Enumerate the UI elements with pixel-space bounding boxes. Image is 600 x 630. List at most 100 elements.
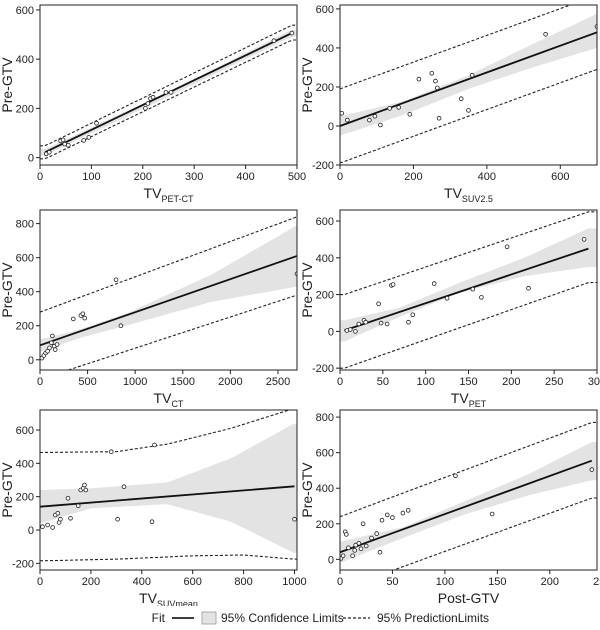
data-point	[81, 138, 86, 143]
y-tick-label: 600	[316, 216, 334, 228]
data-point	[55, 510, 61, 516]
data-point	[379, 517, 385, 523]
y-tick-label: 400	[316, 43, 334, 55]
x-tick-label: 0	[337, 576, 343, 588]
data-point	[121, 484, 127, 490]
data-point	[54, 342, 60, 347]
data-point	[143, 106, 148, 111]
y-tick-label: 400	[16, 287, 34, 299]
data-point	[453, 473, 458, 479]
x-tick-label: 400	[236, 171, 254, 183]
data-point	[75, 503, 81, 509]
data-point	[436, 115, 442, 121]
data-point	[444, 295, 450, 301]
y-tick-label: 0	[328, 326, 334, 338]
prediction-limit-upper	[40, 216, 297, 313]
data-point	[52, 347, 58, 352]
y-tick-label: 800	[316, 412, 334, 424]
legend: Fit 95% Confidence Limits 95% Prediction…	[152, 611, 489, 625]
x-tick-label: 200	[82, 576, 100, 588]
data-point	[470, 286, 476, 292]
y-axis-label: Pre-GTV	[299, 262, 315, 318]
data-point	[45, 348, 50, 354]
y-tick-label: 600	[16, 5, 34, 17]
data-point	[353, 329, 358, 334]
x-axis-label: TVCT	[154, 390, 184, 409]
fit-line	[343, 247, 589, 332]
y-axis-label: Pre-GTV	[0, 462, 15, 518]
x-tick-label: 200	[541, 576, 559, 588]
y-tick-label: 600	[316, 4, 334, 16]
plot-frame	[39, 409, 298, 571]
data-point	[406, 319, 411, 325]
y-axis-label: Pre-GTV	[299, 462, 315, 518]
data-point	[150, 95, 156, 100]
x-tick-label: 0	[337, 171, 343, 183]
y-tick-label: -200	[312, 363, 334, 375]
data-point	[378, 122, 383, 128]
x-axis-label: TVPET-CT	[144, 185, 194, 204]
data-point	[400, 510, 406, 516]
data-point	[589, 467, 595, 472]
x-tick-label: 200	[404, 171, 422, 183]
data-point	[469, 72, 475, 78]
data-point	[113, 277, 119, 283]
data-point	[489, 511, 495, 517]
data-point	[376, 301, 381, 307]
legend-ci-label: 95% Confidence Limits	[221, 611, 344, 625]
data-point	[271, 38, 277, 43]
data-point	[65, 495, 71, 501]
prediction-limit-lower	[392, 497, 597, 570]
x-tick-label: 600	[183, 576, 201, 588]
data-point	[360, 521, 366, 527]
y-tick-label: 600	[316, 448, 334, 460]
data-point	[168, 90, 174, 95]
data-point	[390, 515, 395, 520]
plot-area	[40, 216, 297, 370]
x-tick-label: 50	[377, 376, 389, 388]
data-point	[526, 285, 531, 291]
fit-line	[340, 31, 597, 127]
data-point	[82, 482, 87, 488]
data-point	[356, 540, 362, 546]
data-point	[543, 31, 548, 37]
y-tick-label: -200	[312, 160, 334, 172]
chart-panel-tv-pet: 050100150200250300-2000200400600Pre-GTVT…	[299, 209, 600, 409]
y-tick-label: 200	[316, 290, 334, 302]
prediction-limit-lower	[40, 554, 297, 562]
data-point	[152, 442, 157, 448]
x-tick-label: 150	[488, 576, 506, 588]
x-tick-label: 2000	[218, 376, 242, 388]
data-point	[363, 543, 369, 549]
x-axis-label: TVPET	[451, 390, 487, 409]
data-point	[356, 321, 362, 327]
data-point	[410, 312, 416, 318]
legend-fit-label: Fit	[152, 611, 166, 625]
data-point	[405, 508, 411, 513]
prediction-limit-upper	[340, 5, 572, 90]
x-tick-label: 1000	[282, 576, 306, 588]
data-point	[384, 321, 390, 327]
fit-line	[40, 255, 297, 347]
y-tick-label: 200	[316, 82, 334, 94]
prediction-limit-lower	[66, 294, 297, 370]
x-tick-label: 400	[478, 171, 496, 183]
data-point	[369, 535, 374, 541]
plot-frame	[339, 4, 598, 166]
data-point	[581, 237, 587, 242]
data-point	[115, 516, 120, 522]
data-point	[40, 524, 45, 529]
data-point	[68, 515, 73, 521]
data-point	[350, 553, 355, 559]
x-tick-label: 0	[337, 376, 343, 388]
y-tick-label: 200	[16, 492, 34, 504]
data-point	[60, 137, 66, 143]
y-tick-label: 400	[16, 458, 34, 470]
x-tick-label: 2500	[266, 376, 290, 388]
chart-panel-tv-pet-ct: 0 100 200 300 400 500 0 200 400 600 Pre-GTV TVPET-C…	[0, 4, 306, 204]
x-axis-label: TVSUV2.5	[444, 185, 493, 204]
data-point	[433, 78, 438, 84]
data-point	[367, 117, 372, 123]
data-point	[340, 553, 346, 559]
